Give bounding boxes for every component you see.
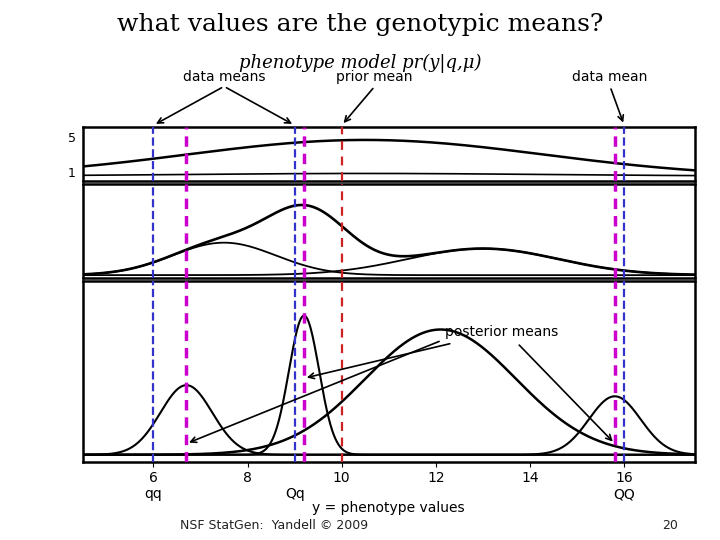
- Text: what values are the genotypic means?: what values are the genotypic means?: [117, 14, 603, 37]
- Text: 5: 5: [68, 132, 76, 145]
- Text: Qq: Qq: [285, 487, 305, 501]
- Text: prior mean: prior mean: [336, 70, 413, 84]
- Text: data means: data means: [183, 70, 265, 84]
- Text: 1: 1: [68, 167, 76, 180]
- Text: y = phenotype values: y = phenotype values: [312, 502, 465, 516]
- Text: phenotype model pr(y|q,μ): phenotype model pr(y|q,μ): [239, 54, 481, 73]
- Text: data mean: data mean: [572, 70, 648, 84]
- Text: QQ: QQ: [613, 487, 635, 501]
- Text: NSF StatGen:  Yandell © 2009: NSF StatGen: Yandell © 2009: [179, 519, 368, 532]
- Text: qq: qq: [145, 487, 162, 501]
- Text: posterior means: posterior means: [445, 325, 559, 339]
- Text: 20: 20: [662, 519, 678, 532]
